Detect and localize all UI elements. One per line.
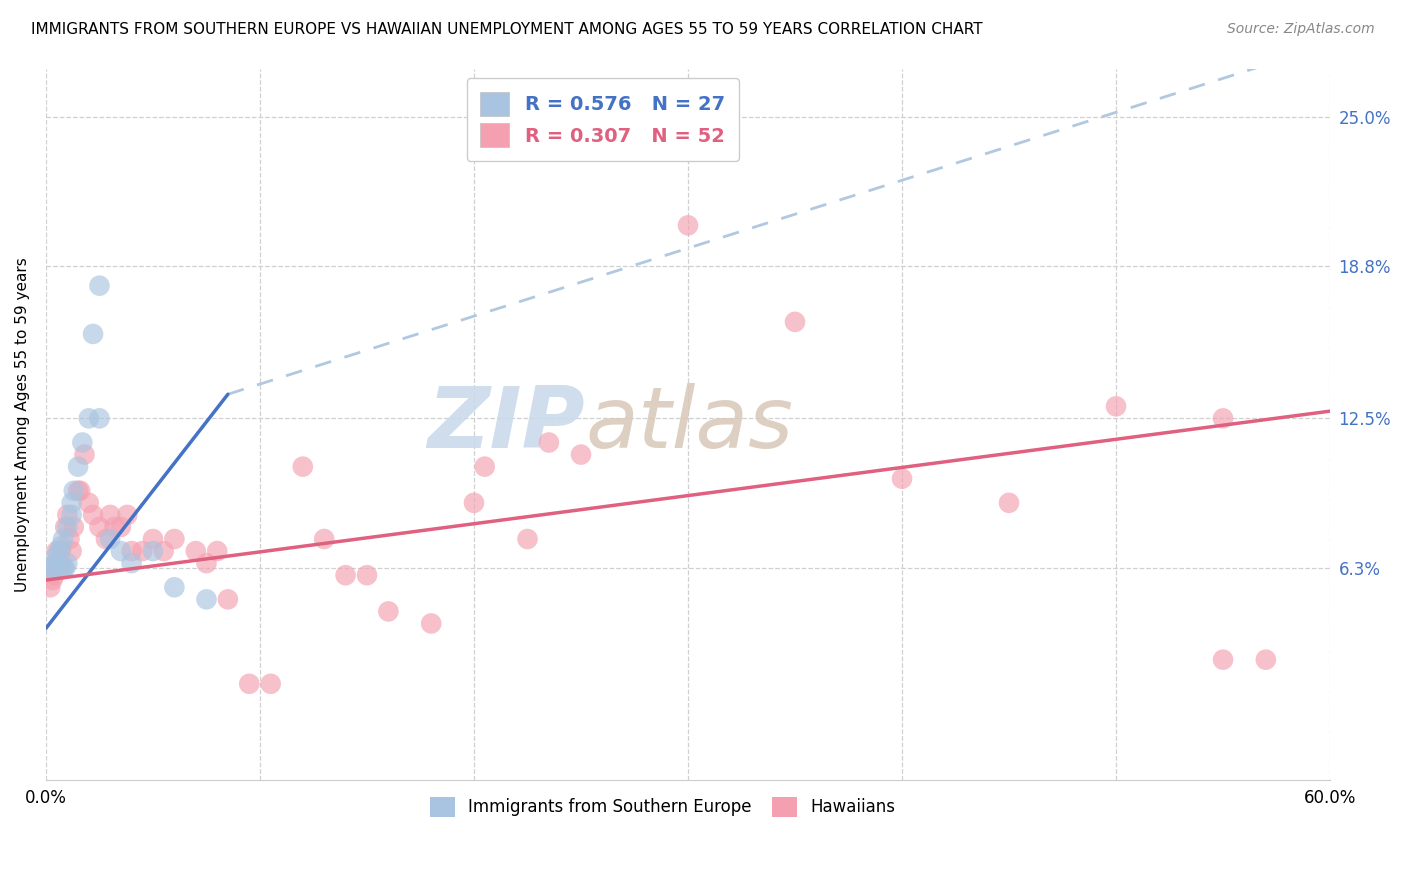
Point	[67, 483, 90, 498]
Point	[89, 520, 111, 534]
Point	[195, 592, 218, 607]
Point	[1212, 411, 1234, 425]
Point	[356, 568, 378, 582]
Point	[72, 435, 94, 450]
Point	[998, 496, 1021, 510]
Text: Source: ZipAtlas.com: Source: ZipAtlas.com	[1227, 22, 1375, 37]
Point	[53, 520, 76, 534]
Point	[58, 532, 80, 546]
Point	[783, 315, 806, 329]
Point	[1105, 400, 1128, 414]
Point	[62, 483, 84, 498]
Point	[195, 556, 218, 570]
Point	[131, 544, 153, 558]
Point	[377, 604, 399, 618]
Point	[291, 459, 314, 474]
Point	[569, 448, 592, 462]
Point	[39, 561, 62, 575]
Point	[516, 532, 538, 546]
Y-axis label: Unemployment Among Ages 55 to 59 years: Unemployment Among Ages 55 to 59 years	[15, 257, 30, 591]
Point	[121, 544, 143, 558]
Point	[89, 411, 111, 425]
Point	[463, 496, 485, 510]
Point	[53, 561, 76, 575]
Point	[67, 459, 90, 474]
Legend: Immigrants from Southern Europe, Hawaiians: Immigrants from Southern Europe, Hawaiia…	[422, 789, 903, 825]
Point	[48, 544, 70, 558]
Point	[89, 278, 111, 293]
Point	[44, 568, 66, 582]
Point	[49, 544, 72, 558]
Point	[52, 561, 75, 575]
Point	[121, 556, 143, 570]
Point	[205, 544, 228, 558]
Point	[48, 556, 70, 570]
Point	[238, 677, 260, 691]
Point	[45, 549, 67, 563]
Point	[103, 520, 125, 534]
Point	[217, 592, 239, 607]
Point	[56, 520, 79, 534]
Point	[49, 539, 72, 553]
Point	[60, 544, 83, 558]
Point	[537, 435, 560, 450]
Point	[39, 580, 62, 594]
Point	[184, 544, 207, 558]
Point	[56, 556, 79, 570]
Point	[260, 677, 283, 691]
Point	[474, 459, 496, 474]
Point	[420, 616, 443, 631]
Point	[45, 544, 67, 558]
Text: IMMIGRANTS FROM SOUTHERN EUROPE VS HAWAIIAN UNEMPLOYMENT AMONG AGES 55 TO 59 YEA: IMMIGRANTS FROM SOUTHERN EUROPE VS HAWAI…	[31, 22, 983, 37]
Point	[676, 219, 699, 233]
Point	[117, 508, 139, 522]
Point	[48, 561, 70, 575]
Point	[98, 532, 121, 546]
Point	[94, 532, 117, 546]
Point	[163, 580, 186, 594]
Point	[44, 556, 66, 570]
Text: ZIP: ZIP	[427, 383, 585, 466]
Point	[69, 483, 91, 498]
Point	[60, 508, 83, 522]
Point	[891, 472, 914, 486]
Point	[82, 508, 104, 522]
Point	[163, 532, 186, 546]
Point	[77, 496, 100, 510]
Point	[52, 532, 75, 546]
Point	[142, 532, 165, 546]
Point	[98, 508, 121, 522]
Point	[314, 532, 336, 546]
Point	[52, 561, 75, 575]
Point	[152, 544, 174, 558]
Point	[73, 448, 96, 462]
Point	[110, 520, 132, 534]
Point	[62, 520, 84, 534]
Point	[82, 326, 104, 341]
Point	[142, 544, 165, 558]
Point	[56, 508, 79, 522]
Point	[335, 568, 357, 582]
Point	[1212, 653, 1234, 667]
Point	[1254, 653, 1277, 667]
Point	[60, 496, 83, 510]
Point	[41, 561, 63, 575]
Point	[110, 544, 132, 558]
Point	[77, 411, 100, 425]
Point	[41, 573, 63, 587]
Text: atlas: atlas	[585, 383, 793, 466]
